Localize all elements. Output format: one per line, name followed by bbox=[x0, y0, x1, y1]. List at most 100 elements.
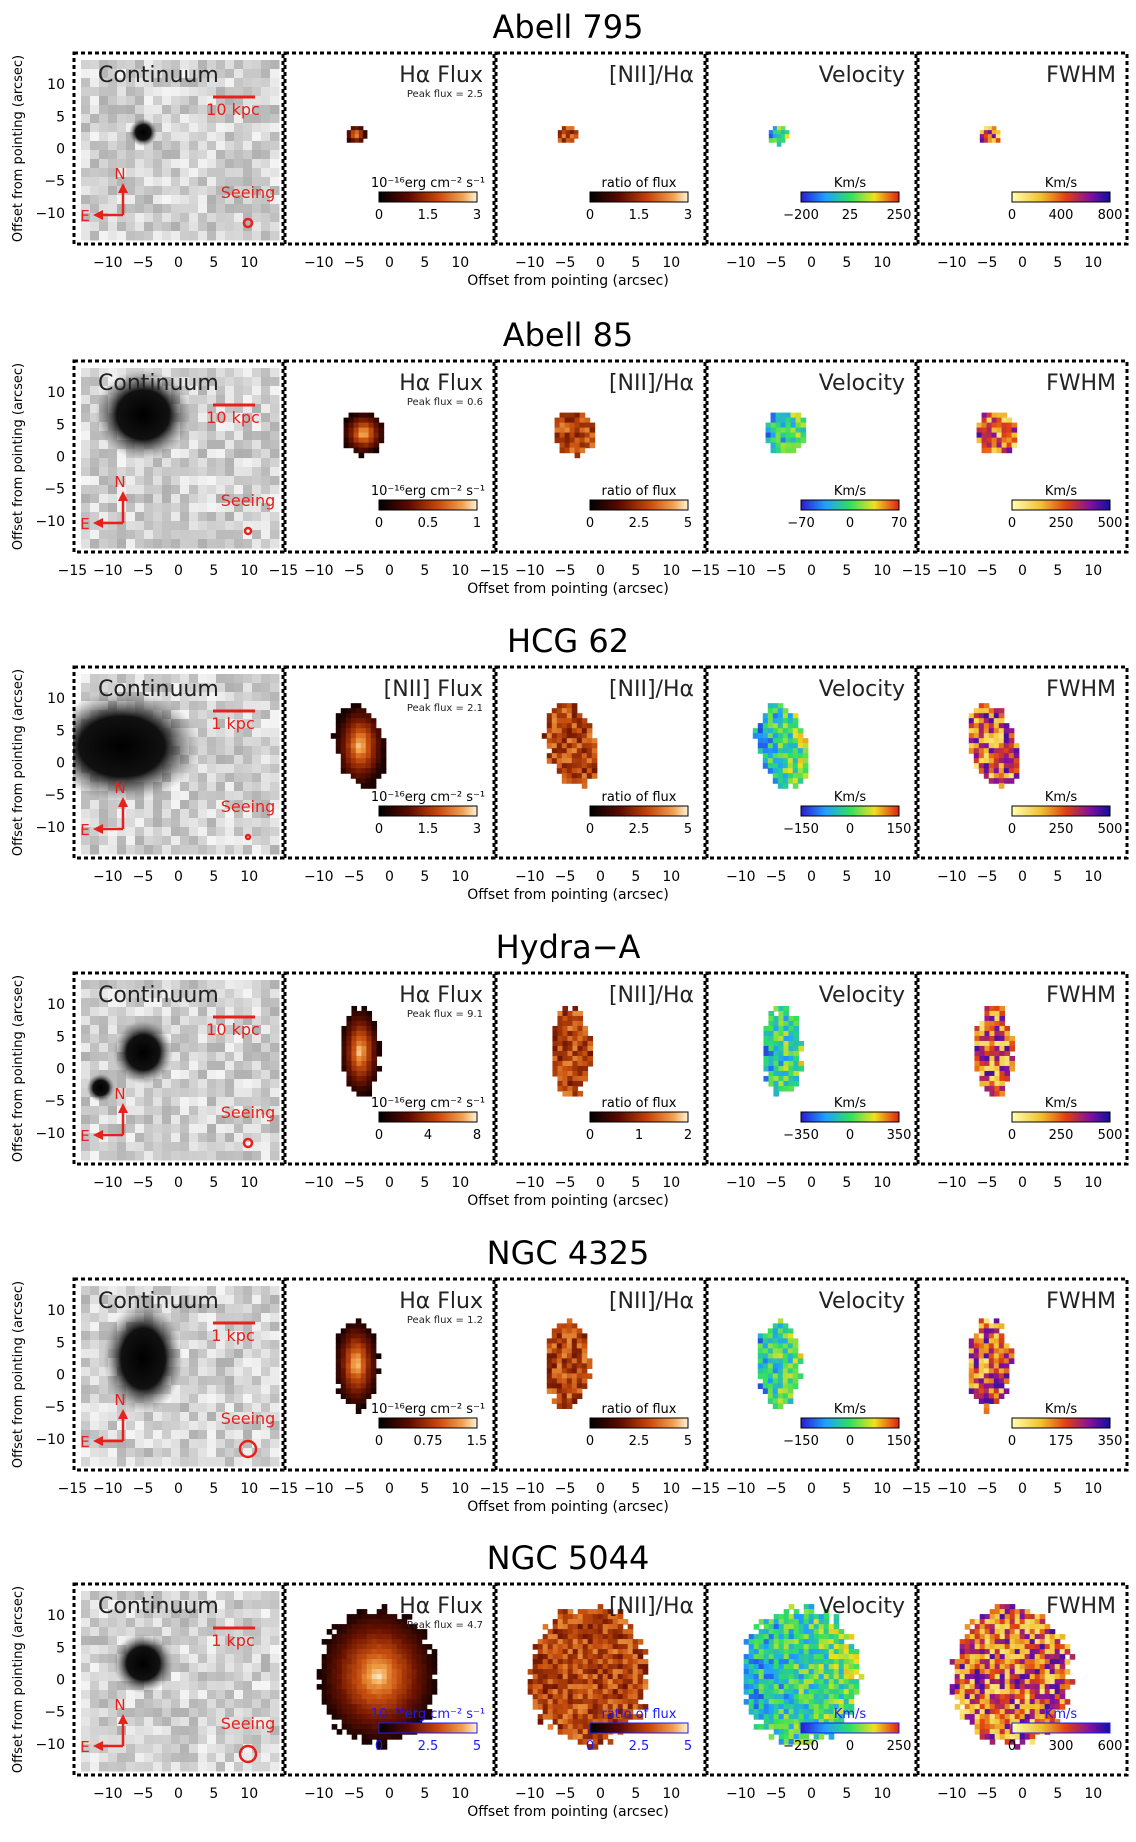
panel-frame bbox=[494, 1277, 707, 1472]
x-tick-label: −5 bbox=[977, 869, 998, 885]
colorbar-label: ratio of flux bbox=[602, 176, 677, 191]
peak-flux-label: Peak flux = 0.6 bbox=[407, 397, 483, 408]
emission-map bbox=[552, 1005, 594, 1097]
y-tick-label: 5 bbox=[56, 1029, 65, 1045]
y-tick-label: −5 bbox=[44, 1094, 65, 1110]
map-panel: FWHM Km/s 0 175 350 −15 −10 −5 0 5 10 bbox=[902, 1277, 1129, 1497]
x-tick-label: −5 bbox=[133, 563, 154, 579]
map-panel: Continuum 10 kpc N E Seeing −10 −5 0 5 10 bbox=[72, 971, 285, 1191]
map-panel: FWHM Km/s 0 250 500 −15 −10 −5 0 5 10 bbox=[902, 359, 1129, 579]
emission-map bbox=[757, 1318, 804, 1409]
x-tick-label: 5 bbox=[209, 1786, 218, 1802]
row-title: Hydra−A bbox=[496, 928, 641, 966]
y-tick-label: 0 bbox=[56, 1062, 65, 1078]
x-tick-label: −10 bbox=[304, 1481, 334, 1497]
x-tick-label: 5 bbox=[842, 1481, 851, 1497]
panel-frame bbox=[72, 665, 285, 860]
colorbar bbox=[378, 1722, 478, 1734]
x-tick-label: 10 bbox=[662, 563, 680, 579]
y-tick-label: 5 bbox=[56, 1335, 65, 1351]
x-tick-label: 0 bbox=[596, 255, 605, 271]
x-tick-label: −5 bbox=[766, 1175, 787, 1191]
x-tick-label: −10 bbox=[937, 1481, 967, 1497]
x-tick-label: 10 bbox=[873, 869, 891, 885]
north-label: N bbox=[114, 1085, 125, 1103]
x-tick-label: 0 bbox=[174, 255, 183, 271]
colorbar-tick-label: 0 bbox=[1008, 1128, 1016, 1143]
colorbar-tick-label: 3 bbox=[473, 822, 481, 837]
row-title: Abell 85 bbox=[503, 316, 634, 354]
colorbar-tick-label: 1 bbox=[473, 516, 481, 531]
x-tick-label: −5 bbox=[555, 1786, 576, 1802]
x-tick-label: 10 bbox=[240, 1786, 258, 1802]
colorbar-label: 10⁻¹⁶erg cm⁻² s⁻¹ bbox=[371, 1402, 485, 1417]
x-tick-label: −10 bbox=[304, 869, 334, 885]
east-label: E bbox=[80, 1433, 89, 1451]
peak-flux-label: Peak flux = 9.1 bbox=[407, 1009, 483, 1020]
x-tick-label: 10 bbox=[1084, 255, 1102, 271]
colorbar-tick-label: 5 bbox=[684, 822, 692, 837]
emission-map bbox=[768, 126, 790, 147]
colorbar-tick-label: 2.5 bbox=[418, 1739, 439, 1754]
galaxy-core bbox=[129, 118, 158, 147]
x-tick-label: 5 bbox=[1053, 1175, 1062, 1191]
colorbar bbox=[378, 499, 478, 511]
figure-row: Abell 795 Offset from pointing (arcsec) 10… bbox=[11, 8, 1129, 289]
colorbar-tick-label: 0 bbox=[1008, 1739, 1016, 1754]
colorbar-tick-label: 250 bbox=[887, 1739, 912, 1754]
colorbar bbox=[378, 191, 478, 203]
panel-title: [NII]/Hα bbox=[609, 1289, 694, 1314]
colorbar-tick-label: 800 bbox=[1098, 208, 1123, 223]
colorbar-label: ratio of flux bbox=[602, 790, 677, 805]
panel-title: Velocity bbox=[819, 677, 905, 702]
colorbar-tick-label: 2.5 bbox=[629, 1434, 650, 1449]
x-axis-label: Offset from pointing (arcsec) bbox=[467, 1499, 669, 1515]
y-tick-label: −5 bbox=[44, 174, 65, 190]
colorbar bbox=[1011, 1722, 1111, 1734]
x-tick-label: −5 bbox=[766, 1481, 787, 1497]
colorbar-tick-label: 5 bbox=[684, 1739, 692, 1754]
galaxy-core bbox=[95, 369, 192, 460]
x-tick-label: −15 bbox=[902, 563, 932, 579]
seeing-circle bbox=[243, 526, 253, 536]
map-panel: Velocity Km/s −250 0 250 −10 −5 0 5 10 bbox=[705, 1582, 918, 1802]
colorbar-tick-label: 5 bbox=[684, 1434, 692, 1449]
seeing-circle bbox=[238, 1439, 258, 1459]
map-panel: [NII]/Hα ratio of flux 0 2.5 5 −15 −10 −5 0 5 10 bbox=[480, 359, 707, 579]
panel-frame bbox=[283, 359, 496, 554]
y-axis-label: Offset from pointing (arcsec) bbox=[11, 669, 26, 856]
emission-map bbox=[949, 1604, 1076, 1750]
panel-title: FWHM bbox=[1046, 63, 1116, 88]
map-panel: Velocity Km/s −70 0 70 −15 −10 −5 0 5 10 bbox=[691, 359, 918, 579]
panel-frame bbox=[494, 359, 707, 554]
map-panel: [NII]/Hα ratio of flux 0 1.5 3 −10 −5 0 5 10 bbox=[494, 51, 707, 271]
y-tick-label: −10 bbox=[35, 1126, 65, 1142]
colorbar-tick-label: −250 bbox=[783, 1739, 819, 1754]
emission-map bbox=[330, 703, 387, 789]
y-tick-label: −10 bbox=[35, 514, 65, 530]
y-tick-label: −10 bbox=[35, 1737, 65, 1753]
colorbar-tick-label: 500 bbox=[1098, 1128, 1123, 1143]
colorbar-tick-label: 500 bbox=[1098, 822, 1123, 837]
colorbar-tick-label: 1.5 bbox=[629, 208, 650, 223]
colorbar-tick-label: 5 bbox=[473, 1739, 481, 1754]
colorbar-tick-label: 5 bbox=[684, 516, 692, 531]
colorbar-label: ratio of flux bbox=[602, 1096, 677, 1111]
colorbar-label: ratio of flux bbox=[602, 484, 677, 499]
x-tick-label: 5 bbox=[631, 563, 640, 579]
x-tick-label: −5 bbox=[133, 1175, 154, 1191]
panel-frame bbox=[283, 1277, 496, 1472]
emission-map bbox=[743, 1604, 865, 1745]
east-label: E bbox=[80, 1738, 89, 1756]
panel-frame bbox=[705, 359, 918, 554]
panel-title: Continuum bbox=[98, 677, 219, 702]
colorbar-tick-label: 150 bbox=[887, 822, 912, 837]
panel-title: [NII]/Hα bbox=[609, 371, 694, 396]
y-tick-label: −10 bbox=[35, 1432, 65, 1448]
panel-frame bbox=[916, 971, 1129, 1166]
x-tick-label: −15 bbox=[902, 1481, 932, 1497]
x-tick-label: −5 bbox=[133, 255, 154, 271]
emission-map bbox=[765, 412, 807, 454]
